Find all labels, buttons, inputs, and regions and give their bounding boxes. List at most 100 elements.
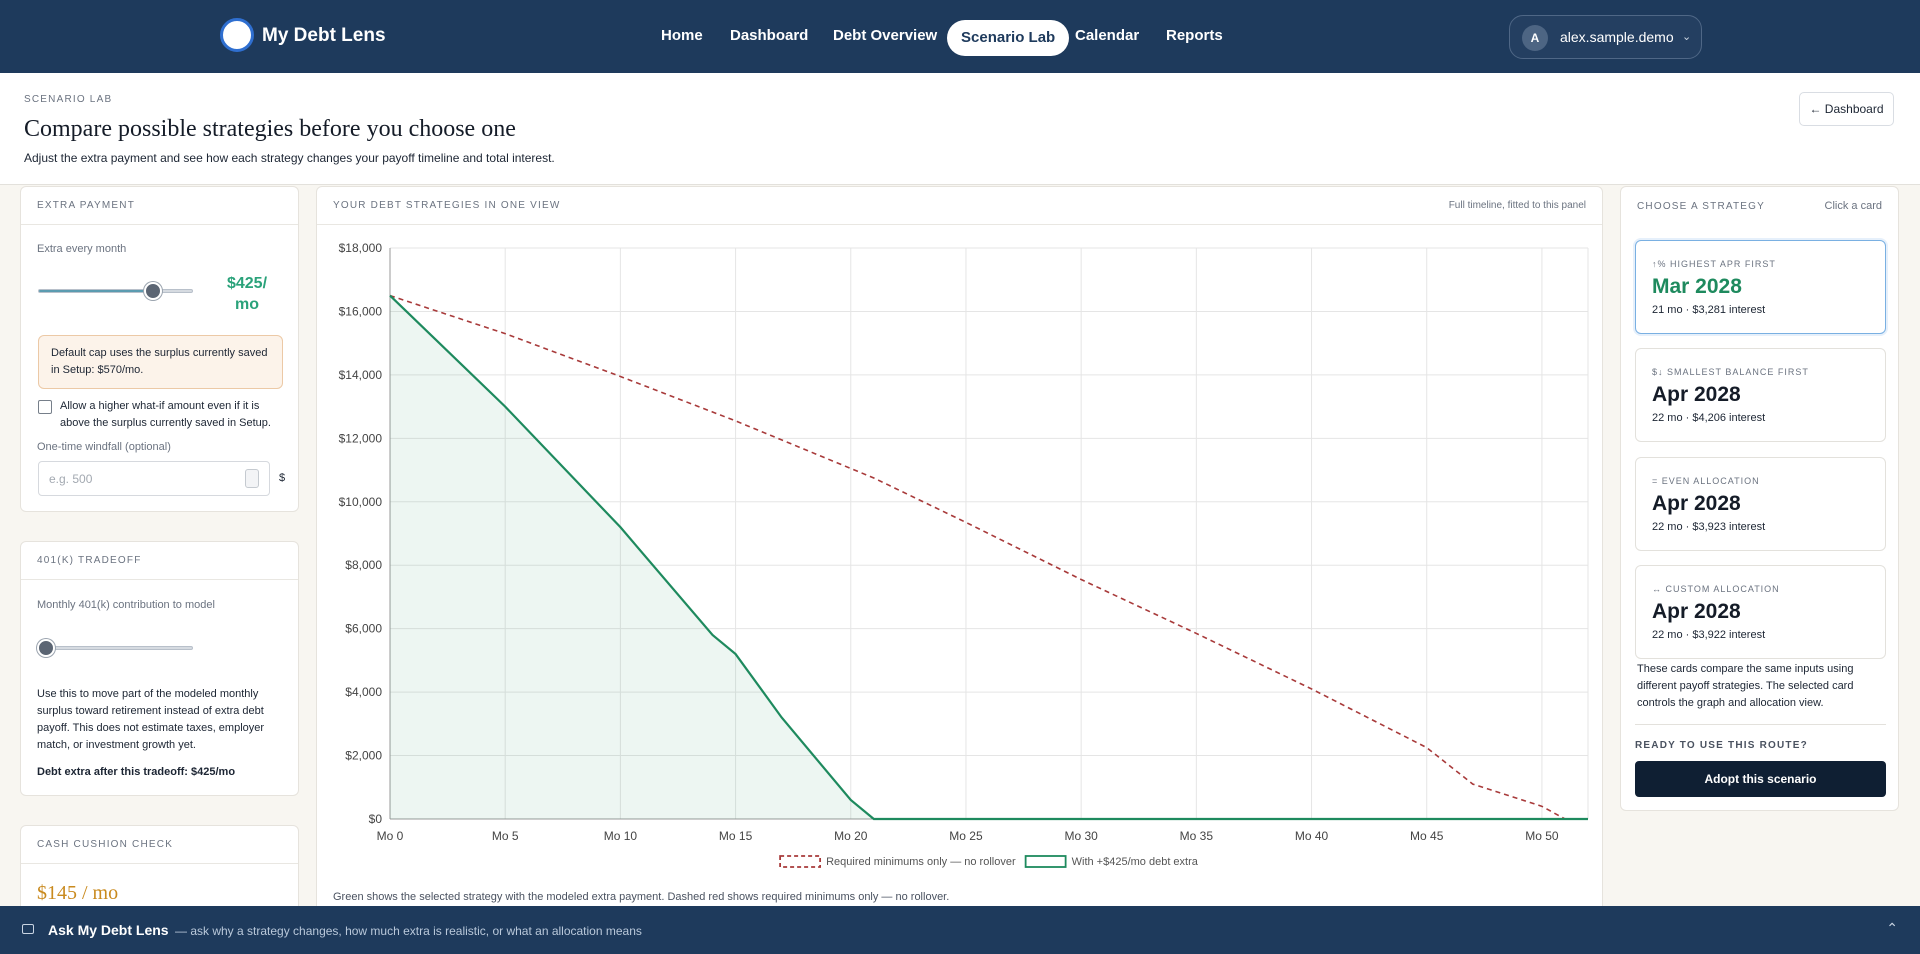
nav-item[interactable]: Calendar bbox=[1075, 27, 1140, 44]
nav-item[interactable]: Scenario Lab bbox=[947, 20, 1070, 56]
assistant-title: Ask My Debt Lens bbox=[48, 922, 169, 938]
checkbox[interactable] bbox=[38, 400, 52, 414]
extra-value: $425/ mo bbox=[226, 275, 268, 313]
panel-heading: CHOOSE A STRATEGY bbox=[1637, 201, 1766, 212]
eyebrow: SCENARIO LAB bbox=[24, 94, 113, 105]
card-heading: EXTRA PAYMENT bbox=[21, 187, 298, 225]
payoff-date: Mar 2028 bbox=[1652, 275, 1742, 298]
slider-thumb[interactable] bbox=[37, 639, 55, 657]
y-tick-label: $14,000 bbox=[339, 368, 383, 382]
legend-label: With +$425/mo debt extra bbox=[1072, 856, 1199, 868]
cushion-value: $145 / mo bbox=[37, 882, 119, 904]
x-tick-label: Mo 25 bbox=[949, 829, 983, 843]
chart-caption: Green shows the selected strategy with t… bbox=[333, 891, 950, 903]
line bbox=[389, 294, 1588, 821]
x-tick-label: Mo 45 bbox=[1410, 829, 1444, 843]
avatar: A bbox=[1522, 25, 1548, 51]
nav-item[interactable]: Dashboard bbox=[730, 27, 809, 44]
chart-heading: YOUR DEBT STRATEGIES IN ONE VIEW bbox=[317, 187, 1602, 225]
page-subtitle: Adjust the extra payment and see how eac… bbox=[24, 151, 555, 165]
strategy-label: ↔ CUSTOM ALLOCATION bbox=[1652, 584, 1780, 594]
brand[interactable]: My Debt Lens bbox=[262, 25, 386, 46]
unit: $ bbox=[279, 472, 286, 484]
x-tick-label: Mo 50 bbox=[1525, 829, 1559, 843]
assistant-bar[interactable]: Ask My Debt Lens — ask why a strategy ch… bbox=[0, 906, 1920, 954]
line bbox=[389, 294, 1588, 820]
page-title: Compare possible strategies before you c… bbox=[24, 116, 516, 142]
chart: $0 $2,000 $4,000 $6,000 $8,000 $10,000 $12,000… bbox=[339, 241, 1589, 868]
y-tick-label: $18,000 bbox=[339, 241, 383, 255]
y-tick-label: $6,000 bbox=[345, 622, 382, 636]
y-tick-label: $10,000 bbox=[339, 495, 383, 509]
nav-item[interactable]: Reports bbox=[1166, 27, 1223, 44]
y-tick-label: $4,000 bbox=[345, 685, 382, 699]
windfall-label: One-time windfall (optional) bbox=[37, 441, 171, 453]
nav-item[interactable]: Debt Overview bbox=[833, 27, 938, 44]
adopt-button[interactable]: Adopt this scenario bbox=[1635, 761, 1886, 797]
slider-thumb[interactable] bbox=[144, 282, 162, 300]
strategy-meta: 21 mo · $3,281 interest bbox=[1652, 304, 1766, 316]
payoff-date: Apr 2028 bbox=[1652, 383, 1741, 406]
tradeoff-card: 401(K) TRADEOFF Monthly 401(k) contribut… bbox=[20, 541, 299, 796]
slider[interactable] bbox=[38, 646, 193, 650]
strategy-panel: CHOOSE A STRATEGY Click a card These car… bbox=[1620, 186, 1899, 811]
user-name: alex.sample.demo bbox=[1560, 29, 1674, 45]
back-button[interactable]: ← Dashboard bbox=[1799, 92, 1894, 126]
y-tick-label: $12,000 bbox=[339, 431, 383, 445]
strategy-card[interactable]: ↔ CUSTOM ALLOCATION Apr 2028 22 mo · $3,92… bbox=[1635, 565, 1886, 659]
strategy-meta: 22 mo · $3,922 interest bbox=[1652, 629, 1766, 641]
panel-hint: Click a card bbox=[1824, 200, 1882, 212]
spinner[interactable] bbox=[245, 469, 259, 488]
x-tick-label: Mo 20 bbox=[834, 829, 868, 843]
legend-swatch bbox=[1024, 855, 1067, 868]
cap-note: Default cap uses the surplus currently s… bbox=[38, 335, 283, 389]
slider[interactable] bbox=[38, 289, 193, 293]
tradeoff-text: Use this to move part of the modeled mon… bbox=[37, 688, 265, 751]
strategy-meta: 22 mo · $4,206 interest bbox=[1652, 412, 1766, 424]
x-tick-label: Mo 30 bbox=[1064, 829, 1098, 843]
nav-item[interactable]: Home bbox=[661, 27, 703, 44]
caret-icon: ⌄ bbox=[1682, 31, 1692, 43]
placeholder: e.g. 500 bbox=[49, 472, 93, 486]
strategy-meta: 22 mo · $3,923 interest bbox=[1652, 521, 1766, 533]
strategy-label: = EVEN ALLOCATION bbox=[1652, 476, 1760, 486]
user-menu[interactable]: A alex.sample.demo ⌄ bbox=[1509, 15, 1702, 59]
checkbox-label[interactable]: Allow a higher what-if amount even if it… bbox=[60, 400, 271, 429]
strategy-label: ↑% HIGHEST APR FIRST bbox=[1652, 259, 1776, 269]
strategy-description: These cards compare the same inputs usin… bbox=[1637, 663, 1854, 709]
nav-bar: My Debt Lens Home Dashboard Debt Overview S… bbox=[0, 0, 1920, 73]
logo[interactable] bbox=[220, 18, 254, 52]
x-tick-label: Mo 5 bbox=[492, 829, 519, 843]
chart-panel: YOUR DEBT STRATEGIES IN ONE VIEW Full ti… bbox=[316, 186, 1603, 926]
payoff-date: Apr 2028 bbox=[1652, 492, 1741, 515]
y-tick-label: $0 bbox=[369, 812, 383, 826]
assistant-prompt: — ask why a strategy changes, how much e… bbox=[175, 924, 642, 938]
legend-label: Required minimums only — no rollover bbox=[826, 856, 1016, 868]
legend-swatch bbox=[779, 855, 822, 868]
label: Extra every month bbox=[37, 243, 127, 255]
x-tick-label: Mo 0 bbox=[377, 829, 404, 843]
strategy-card[interactable]: = EVEN ALLOCATION Apr 2028 22 mo · $3,923 … bbox=[1635, 457, 1886, 551]
expand-icon[interactable]: ⌃ bbox=[1886, 920, 1898, 936]
x-tick-label: Mo 40 bbox=[1295, 829, 1329, 843]
ready-heading: READY TO USE THIS ROUTE? bbox=[1635, 740, 1808, 751]
chat-icon bbox=[22, 924, 34, 934]
chart-note: Full timeline, fitted to this panel bbox=[1448, 200, 1586, 211]
y-tick-label: $8,000 bbox=[345, 558, 382, 572]
label: Monthly 401(k) contribution to model bbox=[37, 599, 215, 611]
divider bbox=[1635, 724, 1886, 725]
windfall-input[interactable]: e.g. 500 bbox=[38, 461, 270, 496]
strategy-label: $↓ SMALLEST BALANCE FIRST bbox=[1652, 367, 1809, 377]
card-heading: CASH CUSHION CHECK bbox=[21, 826, 298, 864]
tradeoff-result: Debt extra after this tradeoff: $425/mo bbox=[37, 766, 236, 778]
x-tick-label: Mo 35 bbox=[1180, 829, 1214, 843]
payoff-date: Apr 2028 bbox=[1652, 600, 1741, 623]
page-header: SCENARIO LAB Compare possible strategies… bbox=[0, 73, 1920, 185]
card-heading: 401(K) TRADEOFF bbox=[21, 542, 298, 580]
x-tick-label: Mo 10 bbox=[604, 829, 638, 843]
strategy-card[interactable]: $↓ SMALLEST BALANCE FIRST Apr 2028 22 mo ·… bbox=[1635, 348, 1886, 442]
x-tick-label: Mo 15 bbox=[719, 829, 753, 843]
strategy-card[interactable]: ↑% HIGHEST APR FIRST Mar 2028 21 mo · $3,2… bbox=[1635, 240, 1886, 334]
y-tick-label: $16,000 bbox=[339, 304, 383, 318]
